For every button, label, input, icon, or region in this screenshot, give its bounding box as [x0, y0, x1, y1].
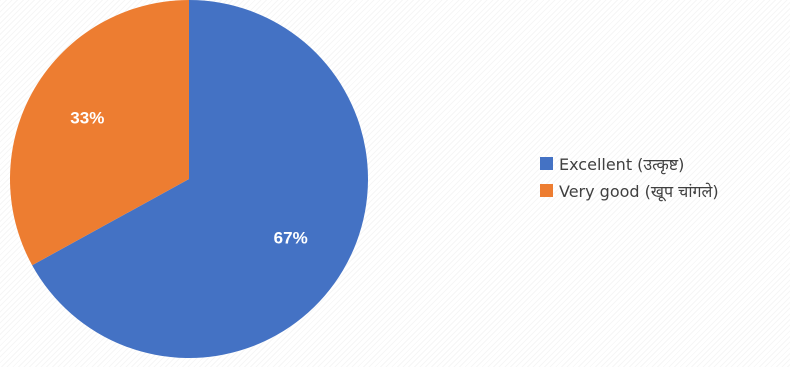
- legend-label-very-good: Very good (खूप चांगले): [559, 181, 719, 201]
- chart-legend: Excellent (उत्कृष्ट) Very good (खूप चांग…: [540, 150, 719, 204]
- data-label-excellent: 67%: [274, 229, 308, 248]
- legend-swatch-excellent: [540, 157, 553, 170]
- data-label-very-good: 33%: [70, 108, 104, 127]
- pie-slice-excellent: [32, 0, 368, 358]
- legend-label-excellent: Excellent (उत्कृष्ट): [559, 154, 685, 174]
- pie-slice-very-good: [10, 0, 189, 266]
- legend-item-excellent: Excellent (उत्कृष्ट): [540, 150, 719, 177]
- legend-item-very-good: Very good (खूप चांगले): [540, 177, 719, 204]
- legend-swatch-very-good: [540, 184, 553, 197]
